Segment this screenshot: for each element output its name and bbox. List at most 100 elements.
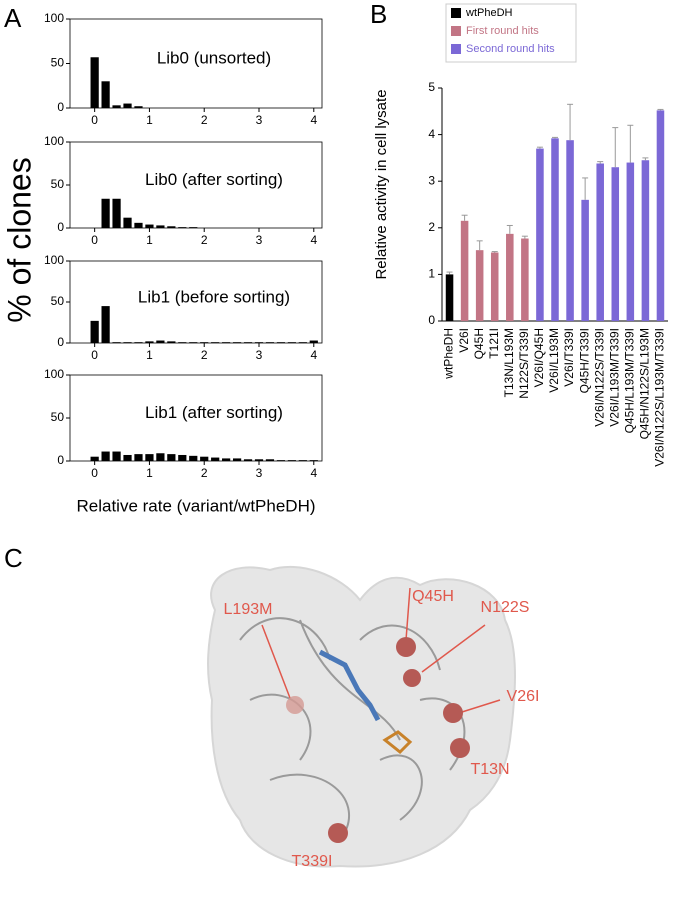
bar xyxy=(475,250,484,321)
bar xyxy=(566,140,574,321)
histogram-bar xyxy=(167,226,176,228)
bar xyxy=(551,138,559,321)
x-tick-label: V26I/N122S/T339I xyxy=(592,328,606,427)
bar xyxy=(611,167,620,321)
legend-swatch xyxy=(451,26,461,36)
panel-label: C xyxy=(4,543,23,573)
histogram-bar xyxy=(222,342,231,343)
bar xyxy=(581,199,589,321)
error-bar xyxy=(612,127,619,168)
histogram-bar xyxy=(200,456,209,461)
histogram-bar xyxy=(298,460,307,461)
y-axis-label: Relative activity in cell lysate xyxy=(373,89,390,279)
x-tick-label: 1 xyxy=(146,113,153,127)
y-tick-label: 0 xyxy=(57,453,64,467)
x-tick-label: 2 xyxy=(201,348,208,362)
histogram-bar xyxy=(101,198,110,228)
legend-swatch xyxy=(451,44,461,54)
error-bar xyxy=(597,161,604,164)
bar xyxy=(445,274,454,321)
y-tick-label: 100 xyxy=(44,253,64,267)
histogram-bar xyxy=(90,456,99,461)
x-tick-label: V26I/T339I xyxy=(562,328,576,387)
y-tick-label: 1 xyxy=(428,267,435,281)
bar xyxy=(596,163,604,321)
bar xyxy=(656,110,665,321)
x-tick-label: 4 xyxy=(310,113,317,127)
histogram-bar xyxy=(134,454,143,461)
histogram-bar xyxy=(189,342,198,343)
histogram-bar xyxy=(112,198,121,228)
mutation-label: L193M xyxy=(224,601,273,618)
histogram-bar xyxy=(112,105,121,108)
y-tick-label: 50 xyxy=(51,56,65,70)
histogram-bar xyxy=(211,457,220,461)
histogram-bar xyxy=(254,459,264,461)
error-bar xyxy=(506,224,513,234)
error-bar xyxy=(627,124,634,163)
histogram-bar xyxy=(178,227,187,228)
histogram-bar xyxy=(156,453,165,461)
histogram-bar xyxy=(101,81,110,108)
error-bar xyxy=(552,136,558,139)
histogram-bar xyxy=(243,459,253,461)
histogram-bar xyxy=(90,320,99,343)
bar xyxy=(641,160,650,321)
histogram-bar xyxy=(145,341,154,343)
legend-swatch xyxy=(451,8,461,18)
x-tick-label: V26I/Q45H xyxy=(532,328,546,387)
histogram-bar xyxy=(123,103,132,108)
histogram-bar xyxy=(123,342,132,343)
histogram-bar xyxy=(178,454,187,461)
histogram-bar xyxy=(145,454,154,461)
x-tick-label: 1 xyxy=(146,233,153,247)
x-tick-label: 1 xyxy=(146,466,153,480)
histogram-bar xyxy=(101,306,110,343)
histogram-bar xyxy=(134,222,143,228)
bar xyxy=(506,233,514,321)
histogram-bar xyxy=(276,342,286,343)
histogram-bar xyxy=(309,340,318,343)
x-tick-label: Q45H/T339I xyxy=(577,328,591,393)
histogram-bar xyxy=(112,342,121,343)
histogram-bar xyxy=(123,454,132,461)
y-axis-label: % of clones xyxy=(1,157,37,322)
histogram-bar xyxy=(145,224,154,228)
histogram-bar xyxy=(254,342,264,343)
histogram-bar xyxy=(167,454,176,461)
panel-label: A xyxy=(4,3,22,33)
x-tick-label: 3 xyxy=(256,233,263,247)
legend-label: First round hits xyxy=(466,25,539,37)
histogram-bar xyxy=(178,342,187,343)
histogram-bar xyxy=(189,455,198,461)
x-tick-label: 1 xyxy=(146,348,153,362)
histogram-bar xyxy=(276,460,286,461)
y-tick-label: 2 xyxy=(428,220,435,234)
histogram-bar xyxy=(167,341,176,343)
histogram-bar xyxy=(156,340,165,343)
error-bar xyxy=(567,103,574,141)
histogram-bar xyxy=(189,227,198,228)
x-tick-label: 3 xyxy=(256,348,263,362)
x-tick-label: 4 xyxy=(310,348,317,362)
x-tick-label: T13N/L193M xyxy=(502,328,516,397)
histogram-bar xyxy=(287,342,296,343)
bar xyxy=(490,252,499,321)
mutation-label: N122S xyxy=(481,599,530,616)
bar xyxy=(460,220,469,321)
y-tick-label: 5 xyxy=(428,80,435,94)
error-bar xyxy=(582,177,589,200)
y-tick-label: 0 xyxy=(57,100,64,114)
chart-title: Lib0 (unsorted) xyxy=(157,49,271,68)
y-tick-label: 50 xyxy=(51,294,65,308)
error-bar xyxy=(446,271,453,275)
x-tick-label: wtPheDH xyxy=(442,328,456,380)
histogram-bar xyxy=(232,342,242,343)
histogram-bar xyxy=(90,57,99,108)
histogram-bar xyxy=(265,459,275,461)
y-tick-label: 50 xyxy=(51,177,65,191)
histogram-bar xyxy=(101,451,110,461)
x-tick-label: N122S/T339I xyxy=(517,328,531,399)
protein-structure: Q45H N122S L193M V26I T13N T339I xyxy=(207,565,539,870)
